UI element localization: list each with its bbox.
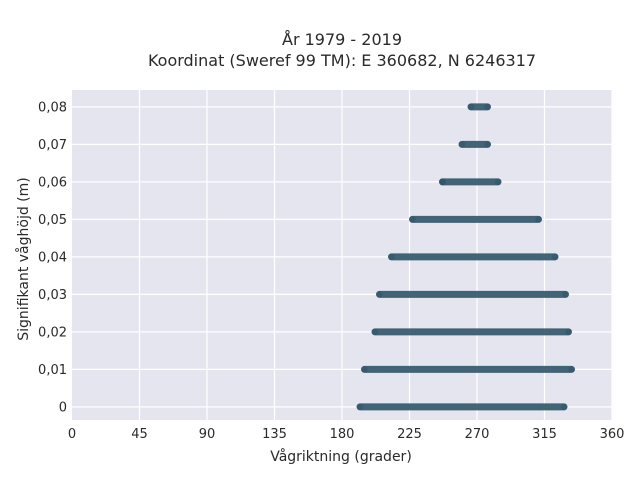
y-tick-label: 0,04 — [38, 250, 67, 265]
chart-subtitle: Koordinat (Sweref 99 TM): E 360682, N 62… — [148, 51, 536, 70]
band-end-point — [361, 366, 368, 373]
band-end-point — [388, 253, 395, 261]
data-band — [439, 178, 502, 186]
chart-title: År 1979 - 2019 — [282, 30, 402, 49]
data-band — [388, 253, 559, 261]
x-axis-ticks: 0 45 90 135 180 225 270 315 360 — [68, 427, 625, 442]
band-end-point — [376, 291, 383, 298]
x-tick-label: 360 — [600, 427, 625, 442]
band-end-point — [494, 178, 502, 186]
band-end-point — [458, 141, 466, 148]
x-tick-label: 135 — [262, 427, 287, 442]
y-axis-label: Signifikant våghöjd (m) — [15, 177, 32, 340]
y-tick-label: 0,01 — [38, 363, 67, 378]
y-tick-label: 0,05 — [38, 213, 67, 228]
band-end-point — [467, 103, 475, 111]
band-end-point — [565, 328, 572, 336]
x-tick-label: 90 — [199, 427, 216, 442]
x-tick-label: 45 — [131, 427, 148, 442]
band-end-point — [551, 253, 559, 261]
x-tick-label: 270 — [465, 427, 490, 442]
x-tick-label: 0 — [68, 427, 76, 442]
band-end-point — [560, 403, 568, 411]
y-tick-label: 0 — [59, 400, 67, 415]
band-end-point — [484, 103, 491, 111]
outlier-point — [439, 178, 446, 186]
x-tick-label: 315 — [532, 427, 557, 442]
y-tick-label: 0,07 — [38, 138, 67, 153]
data-band — [409, 215, 542, 223]
y-axis-ticks: 0 0,01 0,02 0,03 0,04 0,05 0,06 0,07 0,08 — [38, 100, 67, 415]
data-band — [371, 328, 572, 336]
y-tick-label: 0,08 — [38, 100, 67, 115]
band-end-point — [535, 216, 542, 223]
band-end-point — [484, 141, 491, 148]
band-end-point — [356, 403, 364, 411]
band-end-point — [568, 366, 575, 373]
y-tick-label: 0,02 — [38, 325, 67, 340]
data-band — [356, 403, 568, 411]
data-points — [356, 103, 575, 411]
data-band — [376, 290, 569, 298]
data-band — [458, 140, 491, 148]
x-tick-label: 225 — [397, 427, 422, 442]
y-tick-label: 0,03 — [38, 288, 67, 303]
x-axis-label: Vågriktning (grader) — [270, 448, 412, 465]
band-end-point — [371, 328, 379, 336]
band-end-point — [562, 291, 569, 298]
data-band — [361, 365, 575, 373]
x-tick-label: 180 — [330, 427, 355, 442]
band-end-point — [409, 216, 416, 223]
data-band — [467, 103, 491, 111]
y-tick-label: 0,06 — [38, 175, 67, 190]
